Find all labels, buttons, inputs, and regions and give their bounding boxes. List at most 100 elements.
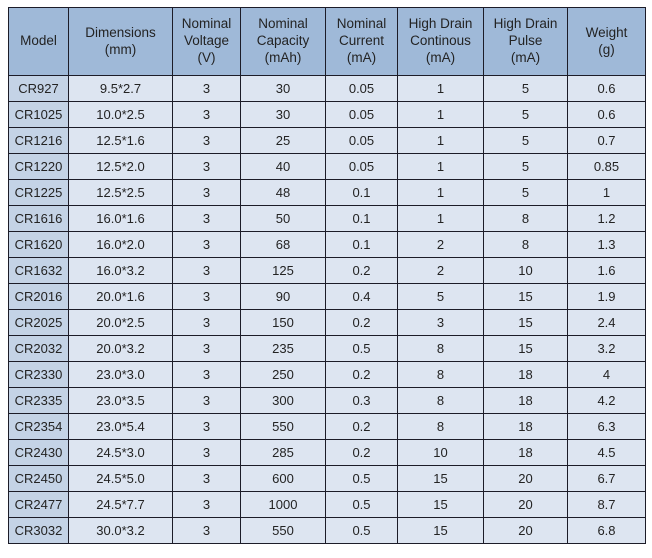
cell-voltage: 3 xyxy=(172,283,241,310)
cell-dimensions: 12.5*2.0 xyxy=(68,153,173,180)
cell-hd_pulse: 18 xyxy=(483,387,568,414)
cell-hd_cont: 8 xyxy=(397,361,484,388)
spec-table-container: Model Dimensions (mm) Nominal Voltage (V) Nomi… xyxy=(8,7,646,544)
table-row: CR2016 20.0*1.6 3 90 0.4 5 15 1.9 xyxy=(8,283,646,310)
cell-dimensions: 23.0*3.5 xyxy=(68,387,173,414)
table-row: CR2335 23.0*3.5 3 300 0.3 8 18 4.2 xyxy=(8,387,646,414)
cell-voltage: 3 xyxy=(172,491,241,518)
cell-hd_cont: 8 xyxy=(397,387,484,414)
cell-capacity: 300 xyxy=(240,387,326,414)
cell-hd_pulse: 8 xyxy=(483,231,568,258)
cell-weight: 6.8 xyxy=(567,517,646,544)
cell-model: CR2330 xyxy=(8,361,69,388)
cell-model: CR1025 xyxy=(8,101,69,128)
cell-capacity: 1000 xyxy=(240,491,326,518)
table-row: CR927 9.5*2.7 3 30 0.05 1 5 0.6 xyxy=(8,75,646,102)
cell-hd_pulse: 5 xyxy=(483,153,568,180)
cell-capacity: 550 xyxy=(240,413,326,440)
cell-current: 0.1 xyxy=(325,205,398,232)
cell-hd_cont: 8 xyxy=(397,335,484,362)
cell-model: CR1616 xyxy=(8,205,69,232)
column-header-line: Nominal xyxy=(336,16,387,32)
column-header-line: Dimensions xyxy=(85,24,156,40)
cell-voltage: 3 xyxy=(172,309,241,336)
cell-weight: 1.2 xyxy=(567,205,646,232)
column-header-weight: Weight (g) xyxy=(567,7,646,76)
cell-capacity: 40 xyxy=(240,153,326,180)
cell-model: CR2430 xyxy=(8,439,69,466)
cell-capacity: 25 xyxy=(240,127,326,154)
cell-current: 0.05 xyxy=(325,153,398,180)
cell-voltage: 3 xyxy=(172,179,241,206)
cell-weight: 1.9 xyxy=(567,283,646,310)
cell-model: CR2335 xyxy=(8,387,69,414)
cell-voltage: 3 xyxy=(172,127,241,154)
cell-hd_cont: 1 xyxy=(397,101,484,128)
table-row: CR1616 16.0*1.6 3 50 0.1 1 8 1.2 xyxy=(8,205,646,232)
column-header-line: Nominal xyxy=(258,16,308,32)
cell-hd_cont: 1 xyxy=(397,75,484,102)
column-header-line: Voltage xyxy=(183,33,230,49)
column-header-line: (g) xyxy=(598,41,615,57)
cell-capacity: 285 xyxy=(240,439,326,466)
cell-weight: 2.4 xyxy=(567,309,646,336)
cell-voltage: 3 xyxy=(172,231,241,258)
cell-dimensions: 20.0*2.5 xyxy=(68,309,173,336)
column-header-line: Model xyxy=(20,33,57,49)
column-header-hd_pulse: High Drain Pulse (mA) xyxy=(483,7,568,76)
cell-hd_cont: 3 xyxy=(397,309,484,336)
cell-voltage: 3 xyxy=(172,387,241,414)
cell-dimensions: 24.5*5.0 xyxy=(68,465,173,492)
cell-dimensions: 10.0*2.5 xyxy=(68,101,173,128)
cell-weight: 0.85 xyxy=(567,153,646,180)
cell-capacity: 68 xyxy=(240,231,326,258)
cell-hd_cont: 2 xyxy=(397,257,484,284)
cell-dimensions: 20.0*1.6 xyxy=(68,283,173,310)
column-header-line: (V) xyxy=(197,49,216,65)
battery-spec-table: Model Dimensions (mm) Nominal Voltage (V) Nomi… xyxy=(8,7,646,544)
cell-weight: 1.6 xyxy=(567,257,646,284)
cell-capacity: 150 xyxy=(240,309,326,336)
cell-hd_pulse: 20 xyxy=(483,465,568,492)
cell-model: CR2032 xyxy=(8,335,69,362)
cell-voltage: 3 xyxy=(172,413,241,440)
cell-current: 0.5 xyxy=(325,465,398,492)
column-header-hd_cont: High Drain Continous (mA) xyxy=(397,7,484,76)
cell-current: 0.2 xyxy=(325,361,398,388)
cell-hd_pulse: 10 xyxy=(483,257,568,284)
cell-hd_pulse: 18 xyxy=(483,413,568,440)
cell-voltage: 3 xyxy=(172,517,241,544)
cell-hd_cont: 8 xyxy=(397,413,484,440)
cell-voltage: 3 xyxy=(172,153,241,180)
cell-current: 0.1 xyxy=(325,231,398,258)
table-row: CR2477 24.5*7.7 3 1000 0.5 15 20 8.7 xyxy=(8,491,646,518)
cell-hd_cont: 2 xyxy=(397,231,484,258)
column-header-line: High Drain xyxy=(493,16,558,32)
column-header-line: Current xyxy=(338,33,384,49)
cell-weight: 8.7 xyxy=(567,491,646,518)
cell-hd_pulse: 18 xyxy=(483,361,568,388)
cell-hd_pulse: 5 xyxy=(483,101,568,128)
cell-hd_pulse: 5 xyxy=(483,127,568,154)
cell-dimensions: 24.5*7.7 xyxy=(68,491,173,518)
cell-voltage: 3 xyxy=(172,205,241,232)
cell-weight: 4.5 xyxy=(567,439,646,466)
table-row: CR1216 12.5*1.6 3 25 0.05 1 5 0.7 xyxy=(8,127,646,154)
cell-current: 0.05 xyxy=(325,101,398,128)
cell-voltage: 3 xyxy=(172,465,241,492)
cell-hd_cont: 1 xyxy=(397,179,484,206)
cell-weight: 0.6 xyxy=(567,101,646,128)
cell-capacity: 600 xyxy=(240,465,326,492)
cell-model: CR1620 xyxy=(8,231,69,258)
cell-voltage: 3 xyxy=(172,439,241,466)
cell-capacity: 125 xyxy=(240,257,326,284)
cell-dimensions: 12.5*1.6 xyxy=(68,127,173,154)
cell-model: CR1220 xyxy=(8,153,69,180)
table-row: CR1220 12.5*2.0 3 40 0.05 1 5 0.85 xyxy=(8,153,646,180)
column-header-line: Continous xyxy=(410,33,471,49)
cell-weight: 1.3 xyxy=(567,231,646,258)
cell-capacity: 90 xyxy=(240,283,326,310)
table-row: CR3032 30.0*3.2 3 550 0.5 15 20 6.8 xyxy=(8,517,646,544)
cell-capacity: 30 xyxy=(240,75,326,102)
cell-dimensions: 24.5*3.0 xyxy=(68,439,173,466)
